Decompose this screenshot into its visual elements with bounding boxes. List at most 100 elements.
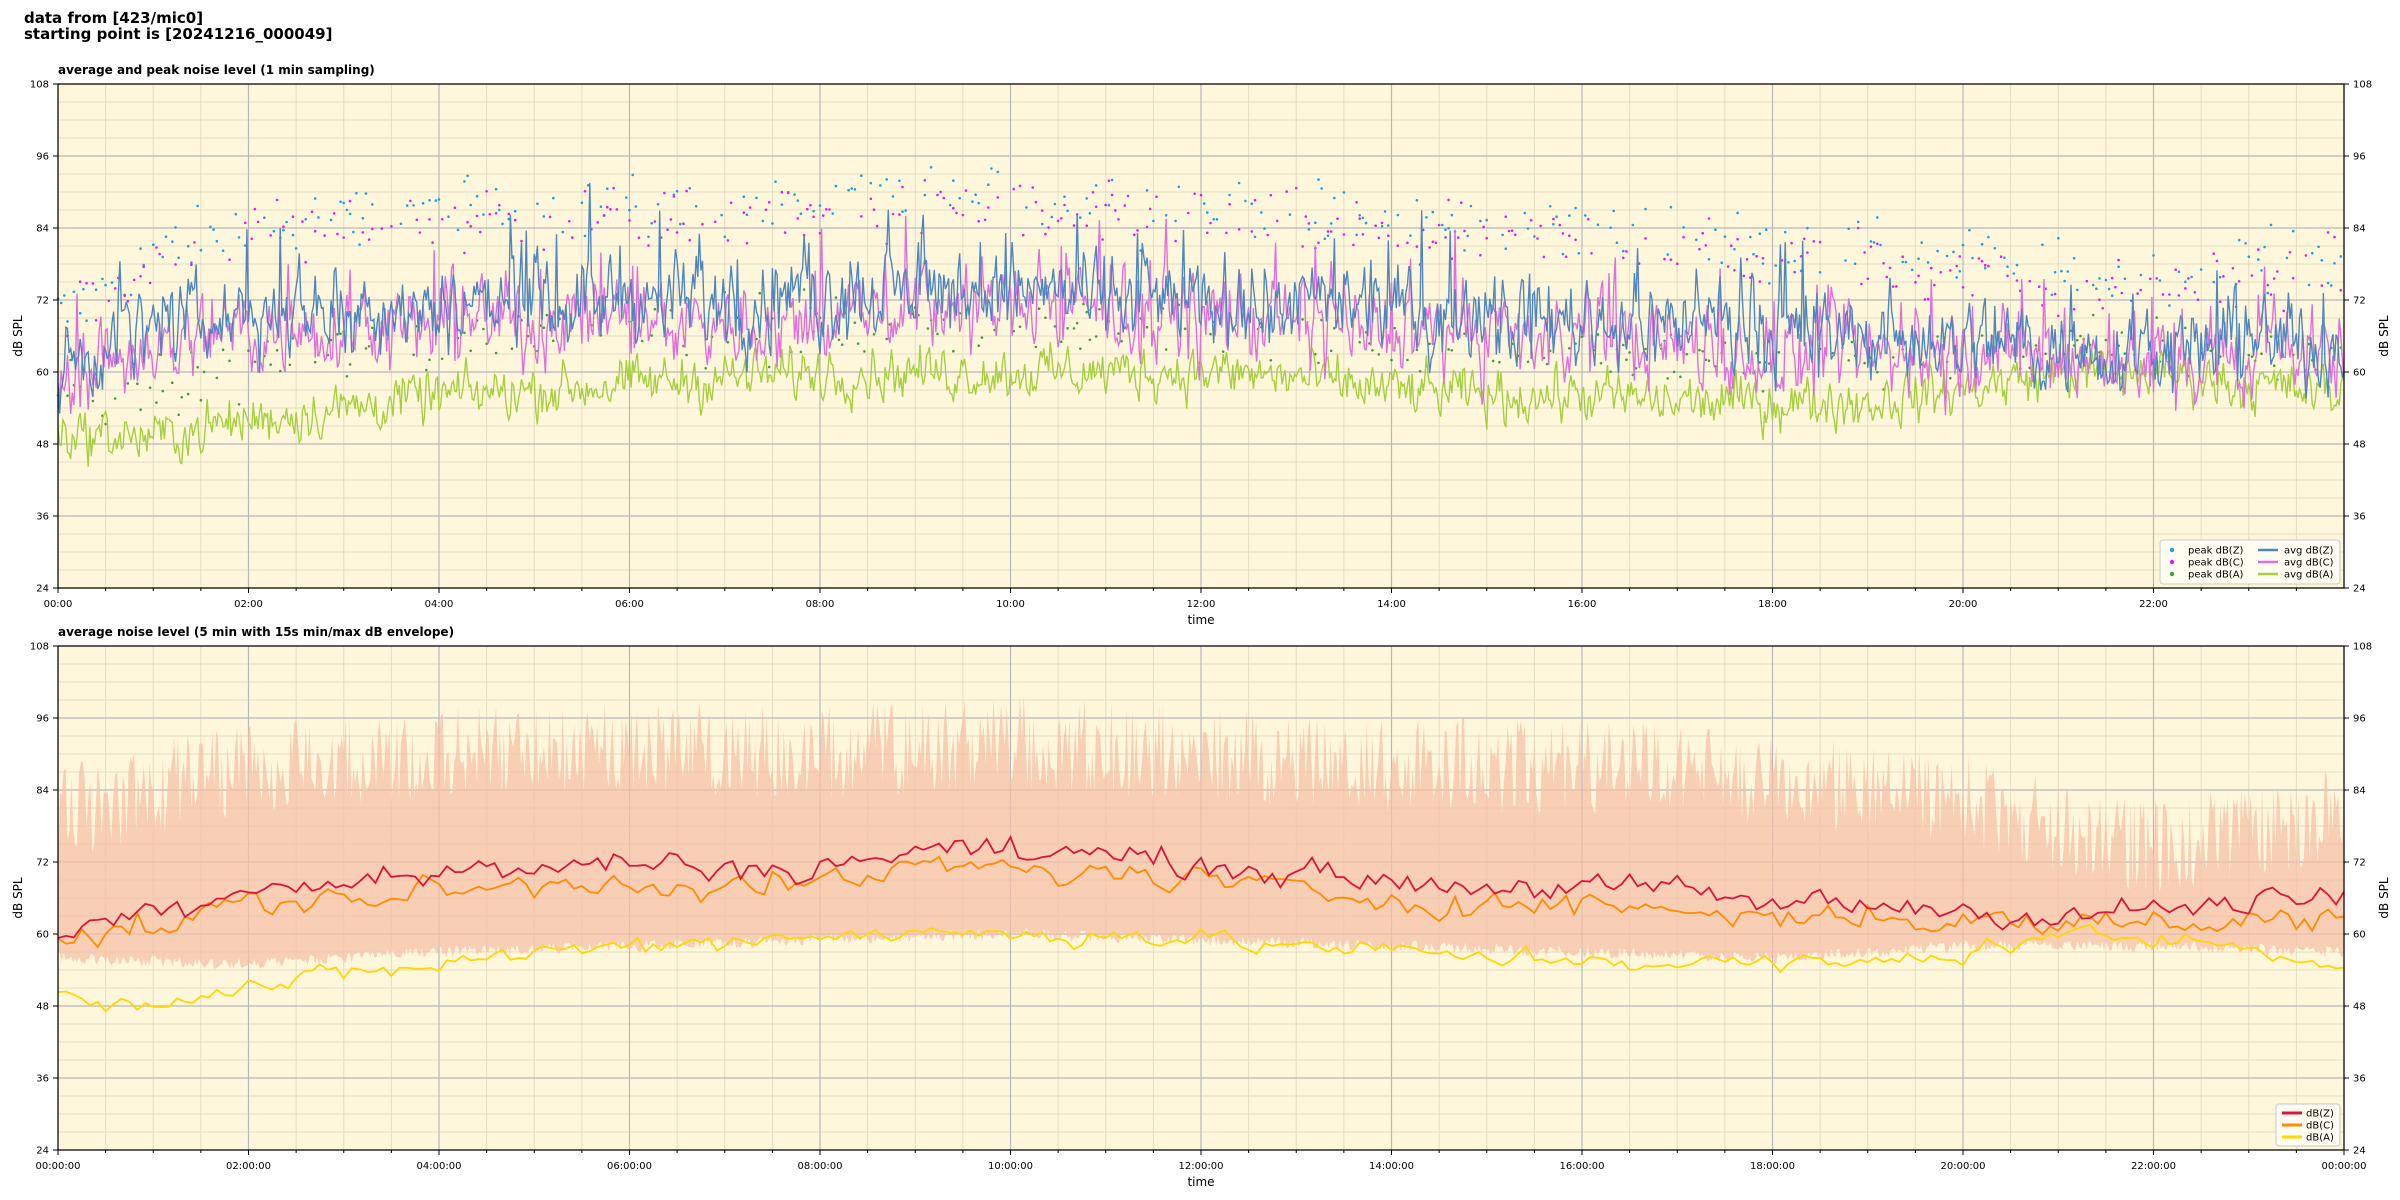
x-tick-label: 08:00: [806, 599, 835, 610]
peak-point: [2288, 251, 2292, 254]
peak-point: [237, 236, 241, 239]
peak-point: [1479, 253, 1482, 257]
peak-point: [1418, 370, 1422, 373]
peak-point: [847, 188, 850, 192]
peak-point: [1390, 358, 1393, 362]
peak-point: [1120, 339, 1123, 343]
peak-point: [1377, 236, 1381, 240]
peak-point: [1971, 294, 1974, 297]
peak-point: [256, 220, 260, 224]
peak-point: [263, 216, 266, 219]
peak-point: [2218, 275, 2222, 279]
peak-point: [1818, 271, 1822, 274]
peak-point: [498, 208, 501, 212]
peak-point: [1666, 377, 1669, 380]
peak-point: [669, 218, 673, 221]
peak-point: [1926, 297, 1930, 301]
peak-point: [2269, 293, 2273, 296]
peak-point: [942, 196, 946, 200]
peak-point: [2161, 293, 2165, 296]
peak-point: [85, 281, 88, 285]
peak-point: [1037, 307, 1041, 311]
peak-point: [1393, 326, 1396, 330]
peak-point: [1574, 238, 1577, 242]
peak-point: [1860, 282, 1863, 286]
y-tick-label-left: 48: [36, 440, 49, 451]
peak-point: [612, 186, 615, 190]
peak-point: [856, 342, 860, 345]
peak-point: [1853, 262, 1857, 266]
peak-point: [863, 350, 866, 353]
peak-point: [2320, 284, 2324, 287]
legend-label: dB(A): [2306, 1133, 2334, 1144]
peak-point: [2117, 265, 2120, 269]
peak-point: [1377, 353, 1381, 356]
peak-point: [901, 210, 904, 213]
peak-point: [2120, 291, 2124, 295]
peak-point: [1526, 227, 1530, 230]
peak-point: [1034, 345, 1038, 349]
peak-point: [1831, 351, 1835, 355]
peak-point: [634, 205, 638, 208]
peak-point: [1806, 251, 1809, 254]
peak-point: [1707, 359, 1711, 363]
peak-point: [583, 234, 587, 238]
peak-point: [2307, 283, 2311, 287]
peak-point: [463, 180, 466, 183]
peak-point: [1682, 235, 1685, 239]
peak-point: [640, 339, 644, 343]
peak-point: [275, 198, 279, 202]
x-tick-label: 22:00: [2139, 599, 2168, 610]
peak-point: [1361, 216, 1365, 220]
peak-point: [1355, 233, 1358, 237]
peak-point: [2218, 300, 2222, 304]
peak-point: [774, 180, 777, 183]
peak-point: [1701, 231, 1704, 235]
peak-point: [542, 215, 546, 218]
peak-point: [2063, 279, 2066, 283]
peak-point: [2114, 285, 2117, 289]
peak-point: [606, 187, 609, 190]
peak-point: [1577, 252, 1581, 255]
peak-point: [513, 218, 517, 222]
peak-point: [180, 396, 184, 399]
peak-point: [1704, 244, 1708, 247]
peak-point: [2266, 291, 2270, 295]
peak-point: [2174, 268, 2177, 272]
peak-point: [123, 294, 126, 298]
peak-point: [132, 278, 136, 282]
peak-point: [329, 218, 333, 222]
peak-point: [1983, 263, 1987, 267]
peak-point: [1612, 209, 1615, 213]
chart-title: average noise level (5 min with 15s min/…: [58, 625, 454, 639]
peak-point: [285, 220, 288, 224]
peak-point: [421, 201, 425, 205]
peak-point: [1323, 237, 1327, 240]
peak-point: [1514, 233, 1517, 237]
peak-point: [1466, 234, 1469, 238]
peak-point: [434, 199, 438, 202]
peak-point: [971, 200, 974, 203]
y-tick-label-right: 84: [2353, 786, 2366, 797]
peak-point: [1304, 215, 1308, 218]
peak-point: [2015, 279, 2019, 282]
peak-point: [869, 181, 873, 185]
peak-point: [2285, 256, 2289, 260]
peak-point: [1145, 189, 1149, 192]
peak-point: [1596, 223, 1600, 226]
peak-point: [101, 277, 104, 281]
peak-point: [136, 382, 139, 386]
peak-point: [126, 382, 130, 385]
peak-point: [1085, 197, 1088, 200]
peak-point: [1485, 236, 1488, 240]
peak-point: [1695, 238, 1698, 242]
x-tick-label: 10:00:00: [988, 1161, 1033, 1172]
peak-point: [1726, 265, 1730, 268]
peak-point: [1117, 332, 1120, 335]
peak-point: [2168, 293, 2171, 296]
peak-point: [1574, 206, 1577, 210]
y-axis-label-right: dB SPL: [2377, 315, 2391, 357]
peak-point: [171, 240, 174, 243]
peak-point: [282, 228, 285, 232]
peak-point: [761, 219, 765, 223]
